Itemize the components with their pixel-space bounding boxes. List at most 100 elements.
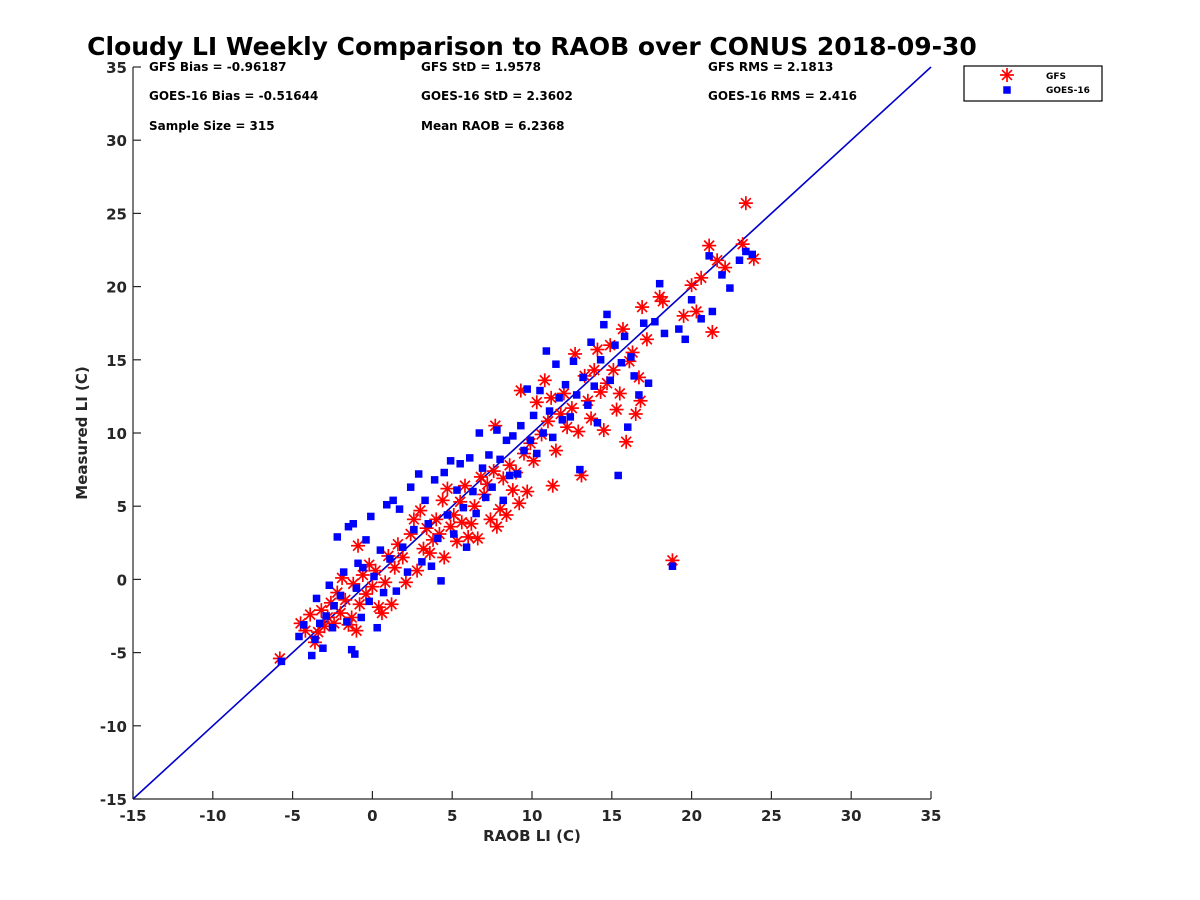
goes16-point [718, 271, 726, 279]
gfs-point [596, 423, 611, 438]
goes16-point [569, 357, 578, 366]
gfs-point [689, 304, 704, 319]
goes16-point [351, 650, 359, 658]
gfs-point [529, 395, 544, 410]
goes16-point [434, 534, 442, 543]
asterisk-stroke [441, 483, 453, 495]
goes16-point [572, 391, 581, 399]
y-tick-label: 0 [117, 571, 127, 589]
goes16-point [354, 559, 362, 568]
goes16-point [453, 486, 461, 494]
asterisk-stroke [566, 402, 578, 414]
asterisk-stroke [547, 480, 559, 492]
asterisk-stroke [545, 392, 557, 404]
goes16-point [349, 520, 357, 528]
goes16-point [593, 419, 602, 427]
asterisk-stroke [614, 387, 626, 400]
goes16-point [339, 568, 348, 576]
goes16-point [644, 379, 653, 387]
gfs-point [705, 324, 720, 339]
asterisk-stroke [354, 598, 366, 610]
goes16-point [742, 247, 750, 256]
gfs-point [351, 538, 366, 553]
asterisk-stroke [489, 420, 501, 432]
goes16-point [627, 353, 635, 361]
goes16-point [523, 385, 531, 393]
goes16-point [319, 644, 327, 652]
asterisk-stroke [456, 516, 468, 528]
gfs-point [545, 478, 560, 493]
gfs-point [429, 512, 444, 527]
asterisk-stroke [494, 503, 506, 515]
goes16-point [566, 413, 575, 421]
gfs-point [387, 560, 402, 575]
asterisk-stroke [451, 535, 463, 547]
goes16-point [513, 470, 522, 478]
gfs-point [352, 597, 367, 612]
asterisk-stroke [472, 532, 484, 544]
asterisk-stroke [611, 404, 623, 416]
goes16-point [630, 372, 638, 380]
asterisk-stroke [304, 608, 316, 621]
gfs-point [537, 373, 552, 388]
y-tick-label: 5 [117, 498, 127, 516]
goes16-point [406, 483, 415, 491]
asterisk-stroke [588, 364, 600, 376]
goes16-point [352, 584, 361, 592]
goes16-point [373, 623, 381, 632]
stat-annotation: GFS RMS = 2.1813 [708, 60, 833, 74]
goes16-point [651, 317, 659, 326]
one-to-one-line [132, 66, 932, 800]
asterisk-stroke [379, 576, 391, 588]
asterisk-stroke [740, 197, 752, 209]
asterisk-stroke [417, 543, 430, 555]
goes16-point [347, 645, 356, 654]
asterisk-stroke [617, 323, 629, 335]
asterisk-stroke [555, 408, 567, 420]
gfs-point [374, 606, 389, 621]
x-tick-label: -15 [119, 807, 146, 825]
goes16-point [655, 279, 664, 288]
x-tick-label: 10 [522, 807, 543, 825]
asterisk-stroke [737, 238, 749, 250]
goes16-point [357, 613, 365, 622]
asterisk-stroke [504, 459, 516, 471]
gfs-point [738, 196, 753, 211]
gfs-point [571, 424, 586, 439]
goes16-point [443, 511, 452, 519]
x-tick-label: 5 [447, 807, 457, 825]
asterisk-stroke [591, 344, 603, 356]
goes16-point [545, 407, 554, 415]
chart-title: Cloudy LI Weekly Comparison to RAOB over… [87, 32, 977, 61]
legend-gfs-label: GFS [1046, 72, 1066, 82]
y-axis-ticks: -15 -10 -5 0 5 10 15 20 25 30 35 [100, 59, 141, 809]
goes16-point [395, 505, 404, 513]
gfs-point [422, 546, 437, 561]
asterisk-stroke [634, 395, 647, 407]
goes16-point [410, 525, 418, 534]
asterisk-stroke [703, 240, 715, 252]
goes16-point [440, 468, 448, 477]
goes16-point [705, 252, 713, 260]
legend: GFS GOES-16 [963, 65, 1103, 102]
asterisk-stroke [748, 253, 760, 265]
asterisk-stroke [459, 480, 471, 492]
asterisk-stroke [521, 486, 533, 498]
gfs-point [378, 575, 393, 590]
goes16-point [344, 522, 353, 531]
goes16-point [330, 602, 338, 610]
gfs-point [694, 270, 709, 285]
gfs-point [526, 453, 541, 468]
goes16-point [611, 341, 619, 349]
gfs-point [568, 346, 583, 361]
asterisk-stroke [633, 371, 645, 383]
goes16-point [300, 621, 308, 629]
legend-goes16-marker [1003, 86, 1011, 94]
goes16-point [493, 426, 501, 434]
goes16-point [735, 256, 744, 264]
gfs-point [609, 402, 624, 417]
goes16-point [505, 471, 514, 480]
gfs-point [587, 363, 602, 378]
goes16-point [362, 536, 370, 544]
